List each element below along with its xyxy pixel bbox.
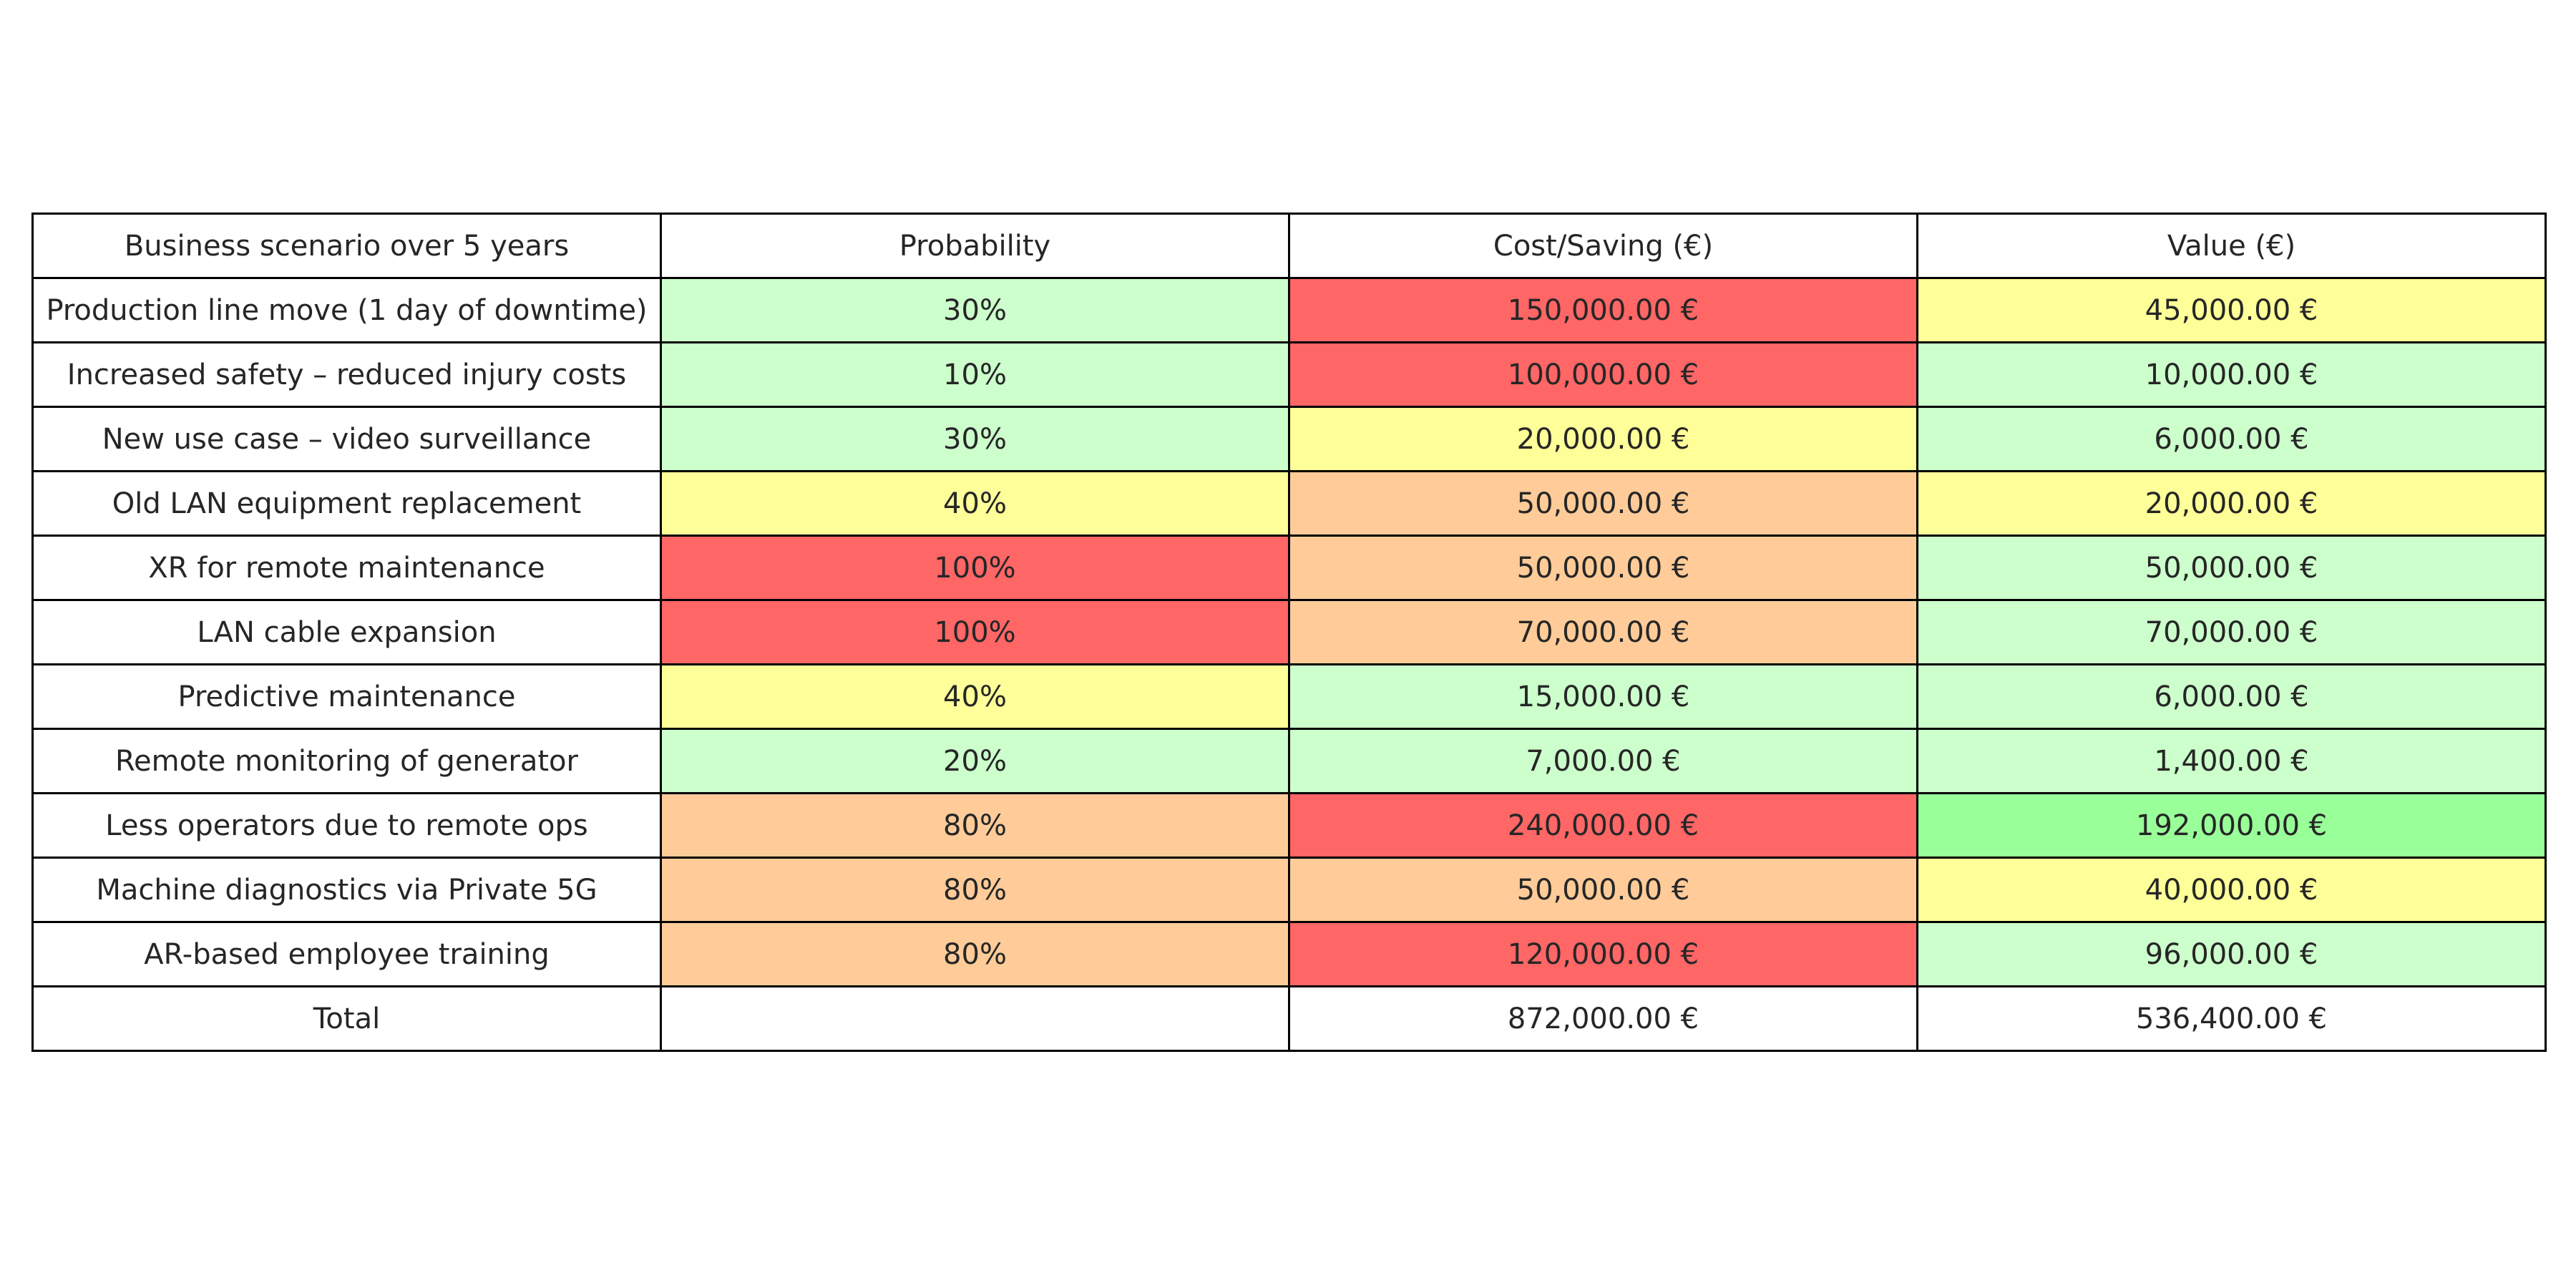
cell-cost: 20,000.00 € (1288, 406, 1918, 472)
cell-scenario: Predictive maintenance (31, 663, 662, 730)
cell-scenario: Less operators due to remote ops (31, 792, 662, 859)
table-row: Remote monitoring of generator 20% 7,000.0… (31, 728, 2547, 794)
header-cell-value: Value (€) (1916, 213, 2547, 279)
cell-cost: 50,000.00 € (1288, 470, 1918, 537)
cell-scenario: Increased safety – reduced injury costs (31, 341, 662, 408)
cell-scenario: New use case – video surveillance (31, 406, 662, 472)
cell-scenario: LAN cable expansion (31, 599, 662, 665)
cell-value: 20,000.00 € (1916, 470, 2547, 537)
cell-cost: 100,000.00 € (1288, 341, 1918, 408)
cell-probability: 80% (660, 792, 1290, 859)
header-cell-cost: Cost/Saving (€) (1288, 213, 1918, 279)
header-cell-probability: Probability (660, 213, 1290, 279)
cell-value: 50,000.00 € (1916, 535, 2547, 601)
cell-value: 192,000.00 € (1916, 792, 2547, 859)
table-row: Old LAN equipment replacement 40% 50,000.0… (31, 470, 2547, 537)
table-row: Less operators due to remote ops 80% 240,0… (31, 792, 2547, 859)
header-cell-scenario: Business scenario over 5 years (31, 213, 662, 279)
cell-cost: 150,000.00 € (1288, 277, 1918, 343)
cell-probability: 30% (660, 406, 1290, 472)
business-scenario-table-wrapper: Business scenario over 5 years Probabili… (31, 213, 2547, 1052)
table-row: LAN cable expansion 100% 70,000.00 €70,000… (31, 599, 2547, 665)
cell-value: 45,000.00 € (1916, 277, 2547, 343)
total-cell-value: 536,400.00 € (1916, 985, 2547, 1052)
cell-scenario: XR for remote maintenance (31, 535, 662, 601)
table-body: Business scenario over 5 years Probabili… (31, 213, 2547, 1052)
cell-cost: 50,000.00 € (1288, 857, 1918, 923)
table-row: Predictive maintenance 40% 15,000.00 €6,00… (31, 663, 2547, 730)
cell-probability: 100% (660, 599, 1290, 665)
cell-probability: 80% (660, 857, 1290, 923)
cell-probability: 10% (660, 341, 1290, 408)
table-row: Increased safety – reduced injury costs 1… (31, 341, 2547, 408)
cell-probability: 30% (660, 277, 1290, 343)
cell-cost: 7,000.00 € (1288, 728, 1918, 794)
cell-probability: 40% (660, 470, 1290, 537)
cell-value: 70,000.00 € (1916, 599, 2547, 665)
cell-scenario: Machine diagnostics via Private 5G (31, 857, 662, 923)
cell-scenario: AR-based employee training (31, 921, 662, 987)
cell-value: 6,000.00 € (1916, 406, 2547, 472)
total-cell-cost: 872,000.00 € (1288, 985, 1918, 1052)
total-row: Total 872,000.00 €536,400.00 € (31, 985, 2547, 1052)
table-row: New use case – video surveillance 30% 20,0… (31, 406, 2547, 472)
cell-value: 1,400.00 € (1916, 728, 2547, 794)
cell-probability: 40% (660, 663, 1290, 730)
business-scenario-table: Business scenario over 5 years Probabili… (31, 213, 2547, 1052)
table-row: XR for remote maintenance 100% 50,000.00 €… (31, 535, 2547, 601)
table-row: Production line move (1 day of downtime)… (31, 277, 2547, 343)
cell-probability: 20% (660, 728, 1290, 794)
cell-scenario: Remote monitoring of generator (31, 728, 662, 794)
cell-cost: 120,000.00 € (1288, 921, 1918, 987)
cell-value: 96,000.00 € (1916, 921, 2547, 987)
cell-cost: 70,000.00 € (1288, 599, 1918, 665)
cell-value: 40,000.00 € (1916, 857, 2547, 923)
cell-probability: 80% (660, 921, 1290, 987)
cell-scenario: Old LAN equipment replacement (31, 470, 662, 537)
cell-cost: 50,000.00 € (1288, 535, 1918, 601)
table-row: AR-based employee training 80% 120,000.00 … (31, 921, 2547, 987)
cell-value: 6,000.00 € (1916, 663, 2547, 730)
total-cell-label: Total (31, 985, 662, 1052)
total-cell-probability (660, 985, 1290, 1052)
cell-scenario: Production line move (1 day of downtime) (31, 277, 662, 343)
cell-cost: 240,000.00 € (1288, 792, 1918, 859)
header-row: Business scenario over 5 years Probabili… (31, 213, 2547, 279)
cell-cost: 15,000.00 € (1288, 663, 1918, 730)
table-row: Machine diagnostics via Private 5G 80% 50,… (31, 857, 2547, 923)
cell-probability: 100% (660, 535, 1290, 601)
cell-value: 10,000.00 € (1916, 341, 2547, 408)
